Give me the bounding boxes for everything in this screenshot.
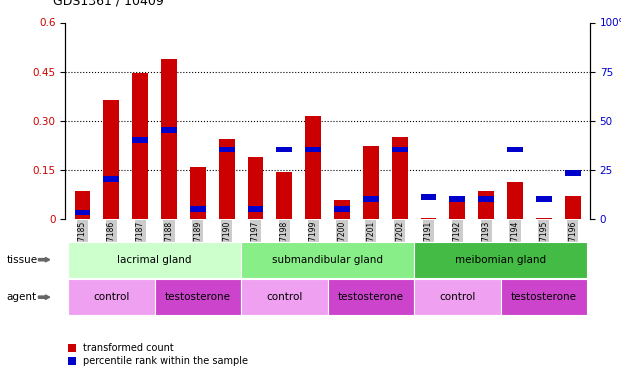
Text: control: control bbox=[93, 292, 130, 302]
Bar bbox=[507, 182, 523, 219]
Bar bbox=[306, 116, 321, 219]
Bar bbox=[219, 139, 235, 219]
Bar bbox=[161, 127, 177, 133]
Bar bbox=[248, 157, 263, 219]
Bar bbox=[536, 218, 551, 219]
Text: testosterone: testosterone bbox=[511, 292, 577, 302]
Bar bbox=[450, 201, 465, 219]
Bar bbox=[564, 170, 581, 176]
Text: GDS1361 / 10409: GDS1361 / 10409 bbox=[53, 0, 163, 8]
Bar bbox=[132, 74, 148, 219]
Text: tissue: tissue bbox=[6, 255, 37, 265]
Bar bbox=[248, 206, 263, 212]
Bar bbox=[478, 192, 494, 219]
Bar bbox=[219, 147, 235, 152]
Bar bbox=[276, 172, 292, 219]
Text: agent: agent bbox=[6, 292, 37, 302]
Text: meibomian gland: meibomian gland bbox=[455, 255, 546, 265]
Bar bbox=[334, 206, 350, 212]
Bar bbox=[420, 218, 437, 219]
Bar bbox=[104, 100, 119, 219]
Bar bbox=[564, 196, 581, 219]
Text: control: control bbox=[439, 292, 476, 302]
Bar bbox=[190, 167, 206, 219]
Bar bbox=[392, 147, 407, 152]
Bar bbox=[478, 196, 494, 202]
Bar bbox=[276, 147, 292, 152]
Text: testosterone: testosterone bbox=[165, 292, 231, 302]
Bar bbox=[75, 210, 91, 215]
Bar bbox=[75, 192, 91, 219]
Bar bbox=[306, 147, 321, 152]
Bar bbox=[363, 196, 379, 202]
Bar bbox=[392, 137, 407, 219]
Legend: transformed count, percentile rank within the sample: transformed count, percentile rank withi… bbox=[64, 339, 252, 370]
Bar bbox=[132, 137, 148, 142]
Bar bbox=[363, 146, 379, 219]
Text: control: control bbox=[266, 292, 302, 302]
Bar bbox=[507, 147, 523, 152]
Bar bbox=[190, 206, 206, 212]
Bar bbox=[450, 196, 465, 202]
Text: testosterone: testosterone bbox=[338, 292, 404, 302]
Bar bbox=[536, 196, 551, 202]
Bar bbox=[334, 200, 350, 219]
Text: submandibular gland: submandibular gland bbox=[272, 255, 383, 265]
Bar bbox=[161, 58, 177, 219]
Text: lacrimal gland: lacrimal gland bbox=[117, 255, 192, 265]
Bar bbox=[420, 194, 437, 200]
Bar bbox=[104, 176, 119, 182]
